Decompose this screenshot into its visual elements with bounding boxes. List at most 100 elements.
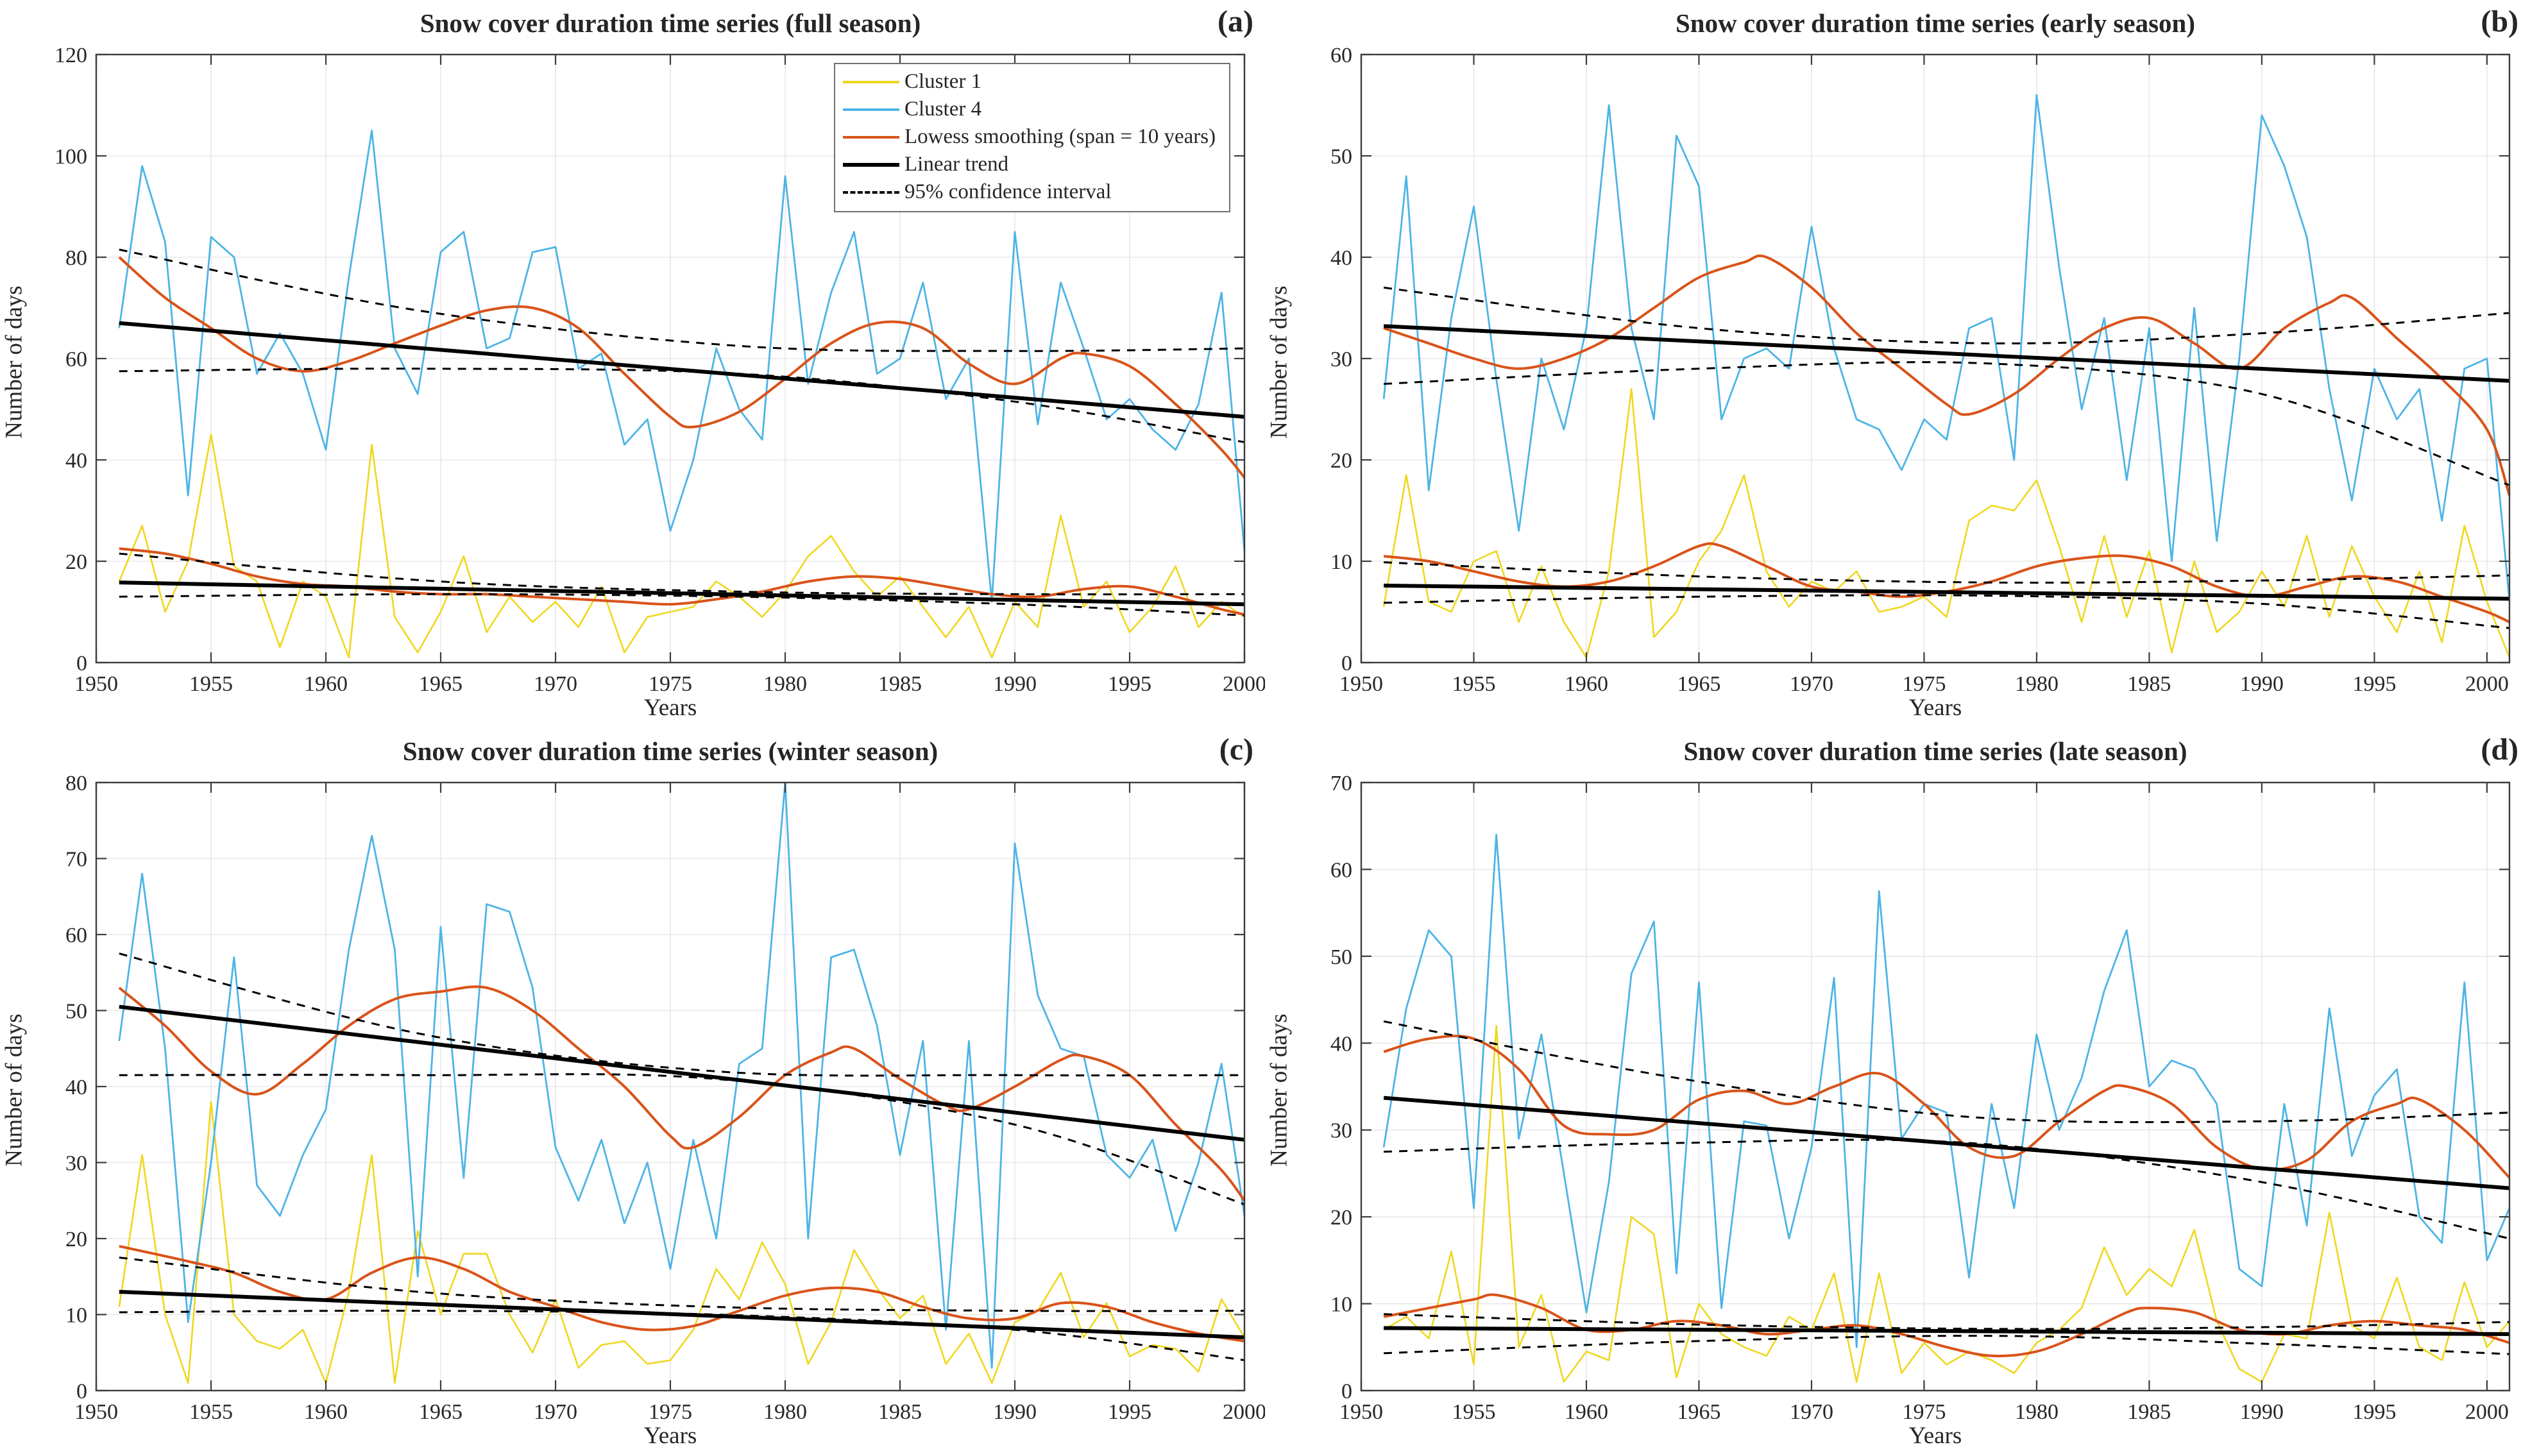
svg-text:10: 10 [1330,1293,1352,1317]
svg-text:2000: 2000 [2465,1400,2509,1424]
panel-winter-season: 1950 1955 1960 1965 1970 1975 1980 1985 1990 1995… [0,728,1266,1456]
svg-text:30: 30 [1330,1119,1352,1143]
panel-title: Snow cover duration time series (early s… [1675,8,2195,38]
legend-line-swatch-icon [843,190,899,194]
svg-text:1975: 1975 [1902,672,1946,696]
svg-text:80: 80 [65,246,87,270]
svg-text:20: 20 [1330,449,1352,473]
plot-area-full-season: 1950 1955 1960 1965 1970 1975 1980 1985 1990 1995… [55,44,1265,696]
svg-text:1990: 1990 [993,1400,1037,1424]
legend-item: 95% confidence interval [843,178,1223,206]
svg-text:1985: 1985 [2127,1400,2171,1424]
svg-text:1965: 1965 [419,1400,463,1424]
legend-label: Cluster 4 [904,97,982,121]
svg-text:1950: 1950 [1339,1400,1383,1424]
svg-text:1970: 1970 [534,672,577,696]
svg-text:1970: 1970 [1790,672,1833,696]
svg-text:1955: 1955 [189,1400,233,1424]
svg-text:1980: 1980 [2015,1400,2059,1424]
svg-text:1995: 1995 [2352,1400,2396,1424]
svg-text:40: 40 [65,1076,87,1099]
y-axis-label: Number of days [1,285,28,439]
x-axis-label: Years [1908,1423,1962,1449]
svg-text:0: 0 [1341,1380,1352,1403]
panel-title: Snow cover duration time series (full se… [420,8,921,38]
legend-line-swatch-icon [843,135,899,139]
svg-text:2000: 2000 [1223,672,1265,696]
svg-text:40: 40 [1330,246,1352,270]
svg-text:1950: 1950 [1339,672,1383,696]
svg-text:1980: 1980 [763,672,807,696]
svg-text:1965: 1965 [1677,1400,1720,1424]
legend-line-swatch-icon [843,108,899,111]
svg-text:1985: 1985 [878,1400,922,1424]
legend-label: 95% confidence interval [904,180,1112,203]
panel-title: Snow cover duration time series (winter … [402,736,938,766]
svg-text:20: 20 [1330,1206,1352,1230]
svg-text:50: 50 [65,1000,87,1024]
legend-label: Lowess smoothing (span = 10 years) [904,125,1216,148]
svg-text:40: 40 [65,449,87,473]
svg-text:1955: 1955 [1452,1400,1495,1424]
svg-text:1960: 1960 [304,672,348,696]
panel-full-season: 1950 1955 1960 1965 1970 1975 1980 1985 1990 1995… [0,0,1266,728]
svg-text:1960: 1960 [1565,672,1608,696]
svg-text:1950: 1950 [74,672,118,696]
panel-label: (b) [2481,4,2518,38]
svg-text:1980: 1980 [2015,672,2059,696]
plot-area-winter-season: 1950 1955 1960 1965 1970 1975 1980 1985 1990 1995… [65,772,1265,1424]
svg-text:1995: 1995 [1108,672,1151,696]
svg-text:0: 0 [1341,652,1352,675]
y-axis-label: Number of days [1266,285,1293,439]
svg-text:40: 40 [1330,1032,1352,1056]
x-axis-label: Years [643,1423,697,1449]
svg-text:1980: 1980 [763,1400,807,1424]
legend-label: Cluster 1 [904,70,982,93]
plot-area-late-season: 1950 1955 1960 1965 1970 1975 1980 1985 1990 1995… [1330,772,2511,1424]
svg-text:10: 10 [65,1304,87,1328]
svg-text:1995: 1995 [1108,1400,1151,1424]
svg-text:1975: 1975 [1902,1400,1946,1424]
svg-text:1990: 1990 [2240,1400,2284,1424]
svg-text:10: 10 [1330,550,1352,574]
y-axis-label: Number of days [1266,1013,1293,1167]
svg-text:60: 60 [65,924,87,947]
panel-early-season: 1950 1955 1960 1965 1970 1975 1980 1985 1990 1995… [1265,0,2530,728]
panel-late-season: 1950 1955 1960 1965 1970 1975 1980 1985 1990 1995… [1265,728,2530,1456]
panel-label: (a) [1218,4,1253,38]
x-axis-label: Years [643,695,697,721]
legend-item: Cluster 4 [843,96,1223,123]
svg-text:0: 0 [76,652,87,675]
legend-item: Linear trend [843,151,1223,178]
svg-text:1960: 1960 [1565,1400,1608,1424]
svg-text:1950: 1950 [74,1400,118,1424]
svg-text:120: 120 [55,44,87,67]
svg-text:60: 60 [1330,858,1352,882]
legend: Cluster 1 Cluster 4 Lowess smoothing (span… [834,63,1230,212]
svg-text:30: 30 [1330,348,1352,371]
svg-text:1985: 1985 [878,672,922,696]
x-axis-label: Years [1908,695,1962,721]
legend-line-swatch-icon [843,162,899,167]
svg-text:1975: 1975 [649,1400,692,1424]
svg-text:20: 20 [65,550,87,574]
svg-text:1975: 1975 [649,672,692,696]
svg-text:1990: 1990 [993,672,1037,696]
svg-text:50: 50 [1330,145,1352,169]
svg-text:70: 70 [65,848,87,872]
legend-item: Lowess smoothing (span = 10 years) [843,123,1223,151]
svg-text:2000: 2000 [2465,672,2509,696]
svg-text:60: 60 [65,348,87,371]
svg-text:1985: 1985 [2127,672,2171,696]
panel-label: (c) [1219,732,1253,766]
svg-text:80: 80 [65,772,87,795]
svg-text:0: 0 [76,1380,87,1403]
svg-text:1970: 1970 [1790,1400,1833,1424]
svg-text:70: 70 [1330,772,1352,795]
svg-text:1960: 1960 [304,1400,348,1424]
plot-area-early-season: 1950 1955 1960 1965 1970 1975 1980 1985 1990 1995… [1330,44,2511,696]
svg-text:1955: 1955 [1452,672,1495,696]
legend-line-swatch-icon [843,80,899,83]
svg-text:1995: 1995 [2352,672,2396,696]
